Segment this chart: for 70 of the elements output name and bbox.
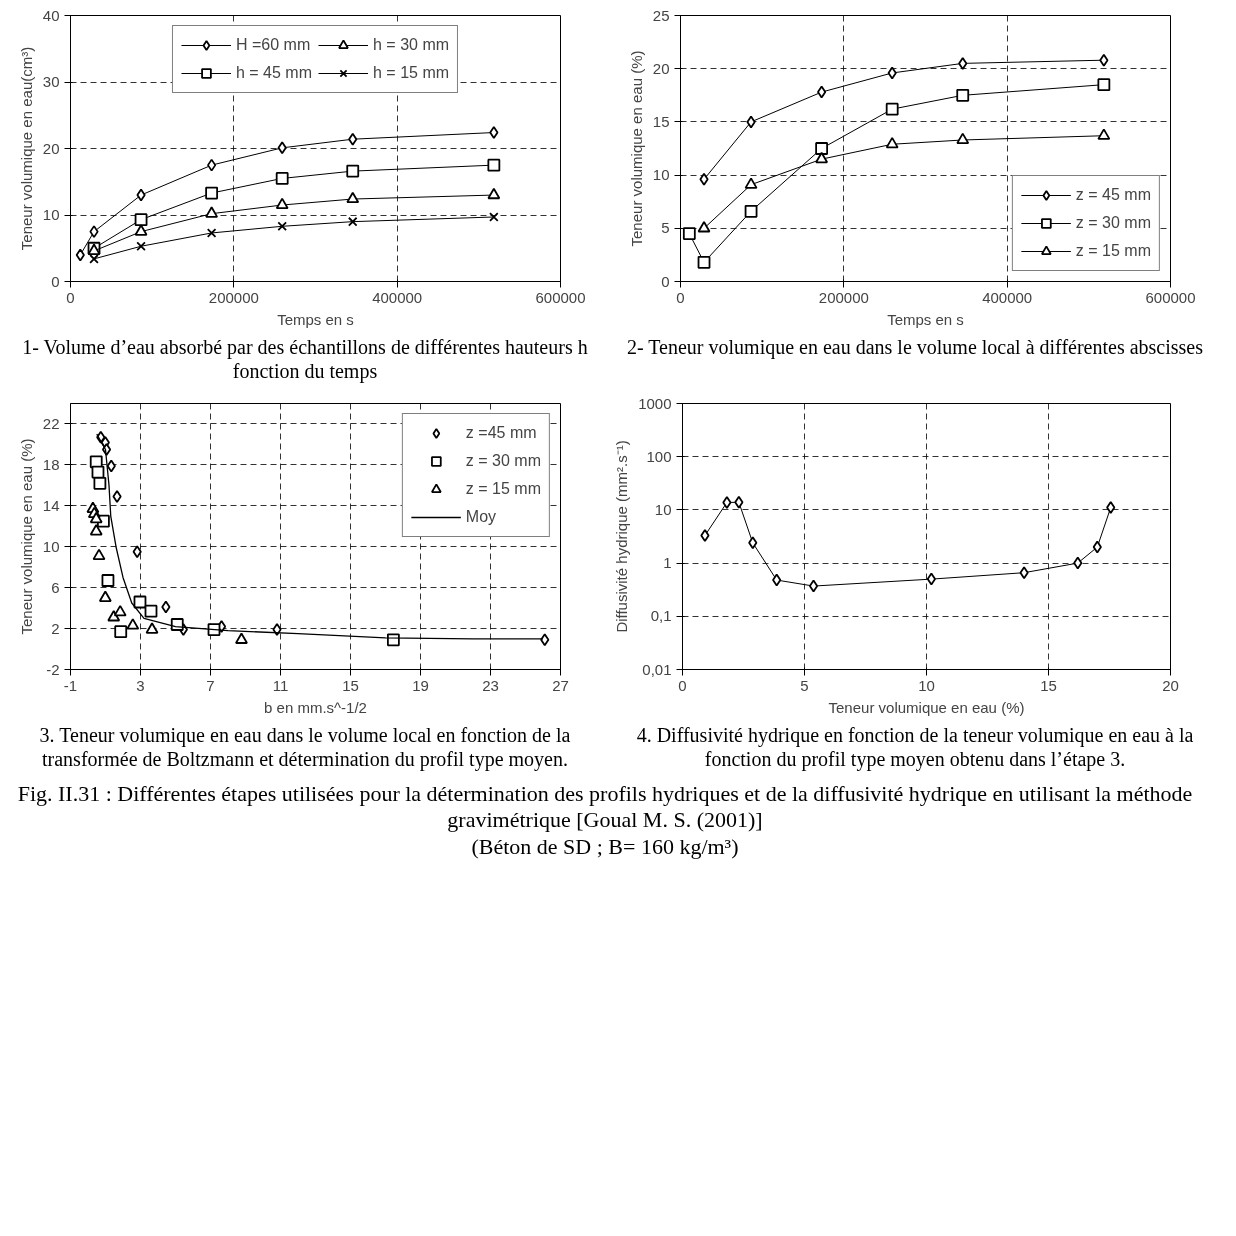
x-tick-label: 200000: [818, 288, 869, 306]
legend-label: h = 30 mm: [373, 36, 450, 54]
x-axis-title: Temps en s: [277, 310, 354, 328]
x-tick-label: 0: [66, 288, 75, 306]
y-tick-label: 14: [42, 496, 60, 514]
x-tick-label: 20: [1162, 676, 1179, 694]
legend-label: h = 15 mm: [373, 64, 450, 82]
x-tick-label: 19: [412, 676, 429, 694]
text: (Béton de SD ; B= 160 kg/m³): [471, 833, 739, 859]
x-tick-label: 5: [800, 676, 809, 694]
y-tick-label: 0: [51, 272, 60, 290]
y-axis-title: Teneur volumique en eau(cm³): [17, 46, 35, 251]
legend-label: z = 15 mm: [465, 480, 541, 498]
legend-label: Moy: [465, 508, 497, 526]
x-tick-label: 11: [272, 676, 289, 694]
y-tick-label: 100: [646, 447, 672, 465]
x-tick-label: 3: [136, 676, 145, 694]
x-axis-title: Teneur volumique en eau (%): [828, 698, 1025, 716]
legend-label: z = 15 mm: [1075, 242, 1151, 260]
legend-label: z =45 mm: [465, 424, 537, 442]
x-axis-title: b en mm.s^-1/2: [264, 698, 367, 716]
x-tick-label: -1: [63, 676, 78, 694]
y-tick-label: 10: [42, 206, 60, 223]
y-tick-label: 0: [661, 272, 670, 290]
y-axis-title: Diffusivité hydrique (mm².s⁻¹): [613, 440, 631, 633]
x-tick-label: 0: [676, 288, 685, 306]
y-tick-label: 30: [42, 73, 60, 90]
x-tick-label: 600000: [535, 288, 586, 306]
y-axis-title: Teneur volumique en eau (%): [17, 438, 35, 635]
x-tick-label: 7: [206, 676, 215, 694]
y-tick-label: 22: [42, 414, 60, 432]
y-tick-label: 15: [652, 112, 670, 130]
x-tick-label: 23: [482, 676, 499, 694]
legend-label: z = 30 mm: [465, 452, 541, 470]
text: 2- Teneur volumique en eau dans le volume local à différentes abscisses: [626, 335, 1203, 359]
y-tick-label: 20: [42, 139, 60, 157]
y-tick-label: -2: [46, 660, 60, 678]
y-tick-label: 10: [42, 537, 60, 555]
text: 4. Diffusivité hydrique en fonction de la teneur volumique en eau à la fonction du profil type moyen obtenu dans l’étape 3.: [635, 723, 1195, 771]
x-tick-label: 15: [1040, 676, 1057, 694]
x-tick-label: 400000: [982, 288, 1033, 306]
text: 1- Volume d’eau absorbé par des échantillons de différentes hauteurs h fonction du temps: [21, 335, 589, 383]
x-tick-label: 27: [552, 676, 569, 694]
x-tick-label: 15: [342, 676, 359, 694]
y-tick-label: 10: [652, 166, 670, 184]
x-tick-label: 400000: [372, 288, 423, 306]
text: 3. Teneur volumique en eau dans le volume local en fonction de la transformée de Boltzmann et détermination du profil type moyen.: [38, 723, 572, 771]
x-tick-label: 0: [678, 676, 687, 694]
x-tick-label: 10: [918, 676, 935, 694]
y-tick-label: 10: [654, 500, 672, 518]
legend-label: H =60 mm: [235, 36, 311, 54]
x-tick-label: 200000: [208, 288, 259, 306]
legend-label: z = 30 mm: [1075, 214, 1151, 232]
y-tick-label: 1: [663, 554, 672, 572]
y-tick-label: 18: [42, 455, 60, 473]
y-tick-label: 6: [51, 578, 60, 596]
y-axis-title: Teneur volumique en eau (%): [627, 50, 645, 247]
legend-label: h = 45 mm: [235, 64, 312, 82]
y-tick-label: 2: [51, 619, 60, 637]
y-tick-label: 0,01: [642, 660, 672, 678]
legend-label: z = 45 mm: [1075, 186, 1151, 204]
y-tick-label: 5: [661, 219, 670, 237]
y-tick-label: 1000: [638, 394, 672, 412]
x-tick-label: 600000: [1145, 288, 1196, 306]
y-tick-label: 40: [42, 6, 60, 24]
y-tick-label: 20: [652, 59, 670, 77]
text: Fig. II.31 : Différentes étapes utilisées pour la détermination des profils hydriques et de la diffusivité hydrique en utilisant la méthode gravimétrique [Goual M. S. (2001)]: [17, 781, 1193, 833]
y-tick-label: 0,1: [650, 607, 672, 625]
y-tick-label: 25: [652, 6, 670, 24]
x-axis-title: Temps en s: [887, 310, 964, 328]
